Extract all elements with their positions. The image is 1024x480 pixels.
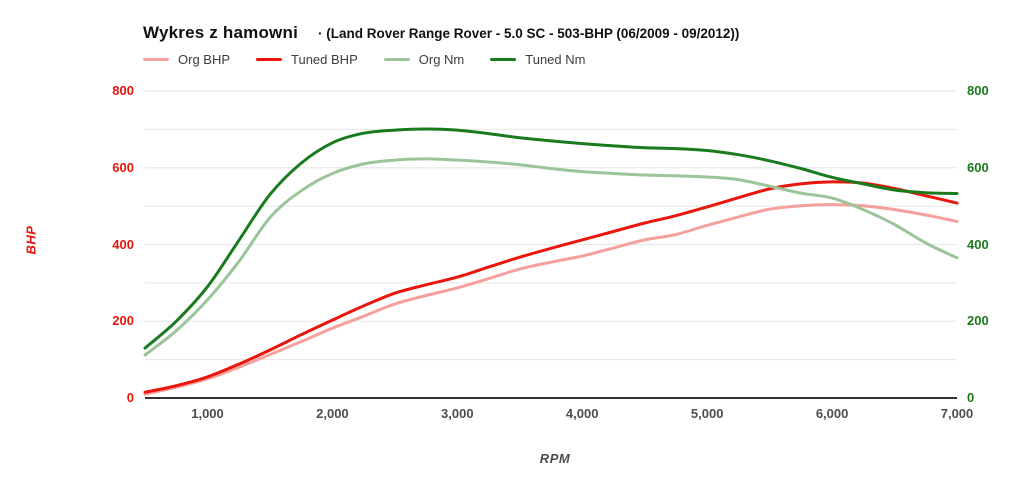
legend-item-tuned-nm: Tuned Nm (490, 52, 585, 67)
legend-item-tuned-bhp: Tuned BHP (256, 52, 358, 67)
legend-label-tuned-nm: Tuned Nm (525, 52, 586, 67)
x-axis-tick-1000: 1,000 (191, 406, 224, 421)
x-axis-tick-5000: 5,000 (690, 406, 724, 421)
y-axis-tick-right-200: 200 (967, 313, 989, 329)
legend-line-swatch-tuned-bhp (256, 58, 283, 61)
y-axis-tick-left-0: 0 (126, 390, 134, 405)
legend-item-org-bhp: Org BHP (143, 52, 230, 67)
x-axis-tick-7000: 7,000 (940, 406, 974, 421)
series-line-org-bhp (143, 203, 959, 396)
chart-header: Wykres z hamowni · (Land Rover Range Rov… (143, 23, 739, 43)
y-axis-tick-left-200: 200 (112, 313, 134, 329)
series-line-org-nm (143, 157, 959, 357)
x-axis-tick-3000: 3,000 (441, 406, 474, 421)
legend-item-org-nm: Org Nm (383, 52, 465, 67)
x-axis-title-rpm: RPM (539, 451, 571, 466)
series-line-tuned-bhp (143, 180, 959, 394)
chart-subtitle: · (Land Rover Range Rover - 5.0 SC - 503… (318, 26, 740, 41)
y-axis-tick-left-800: 800 (112, 83, 134, 98)
y-axis-tick-right-600: 600 (967, 159, 989, 175)
legend-line-swatch-org-nm (383, 58, 410, 61)
chart-title: Wykres z hamowni (143, 23, 298, 42)
y-axis-tick-left-400: 400 (112, 236, 134, 252)
x-axis-tick-4000: 4,000 (565, 406, 599, 421)
legend-label-tuned-bhp: Tuned BHP (291, 52, 358, 67)
y-axis-title-bhp: BHP (23, 225, 39, 255)
legend-label-org-bhp: Org BHP (178, 52, 231, 67)
y-axis-tick-right-400: 400 (967, 236, 989, 252)
y-axis-tick-right-0: 0 (967, 390, 975, 405)
y-axis-tick-right-800: 800 (967, 83, 989, 98)
legend-line-swatch-org-bhp (143, 58, 169, 61)
x-axis-tick-2000: 2,000 (316, 406, 349, 421)
chart-legend: Org BHP Tuned BHP Org Nm Tuned Nm (143, 52, 585, 67)
legend-line-swatch-tuned-nm (490, 58, 517, 61)
y-axis-tick-left-600: 600 (112, 159, 134, 175)
x-axis-tick-6000: 6,000 (815, 406, 849, 421)
legend-label-org-nm: Org Nm (418, 52, 465, 67)
series-line-tuned-nm (143, 127, 959, 350)
